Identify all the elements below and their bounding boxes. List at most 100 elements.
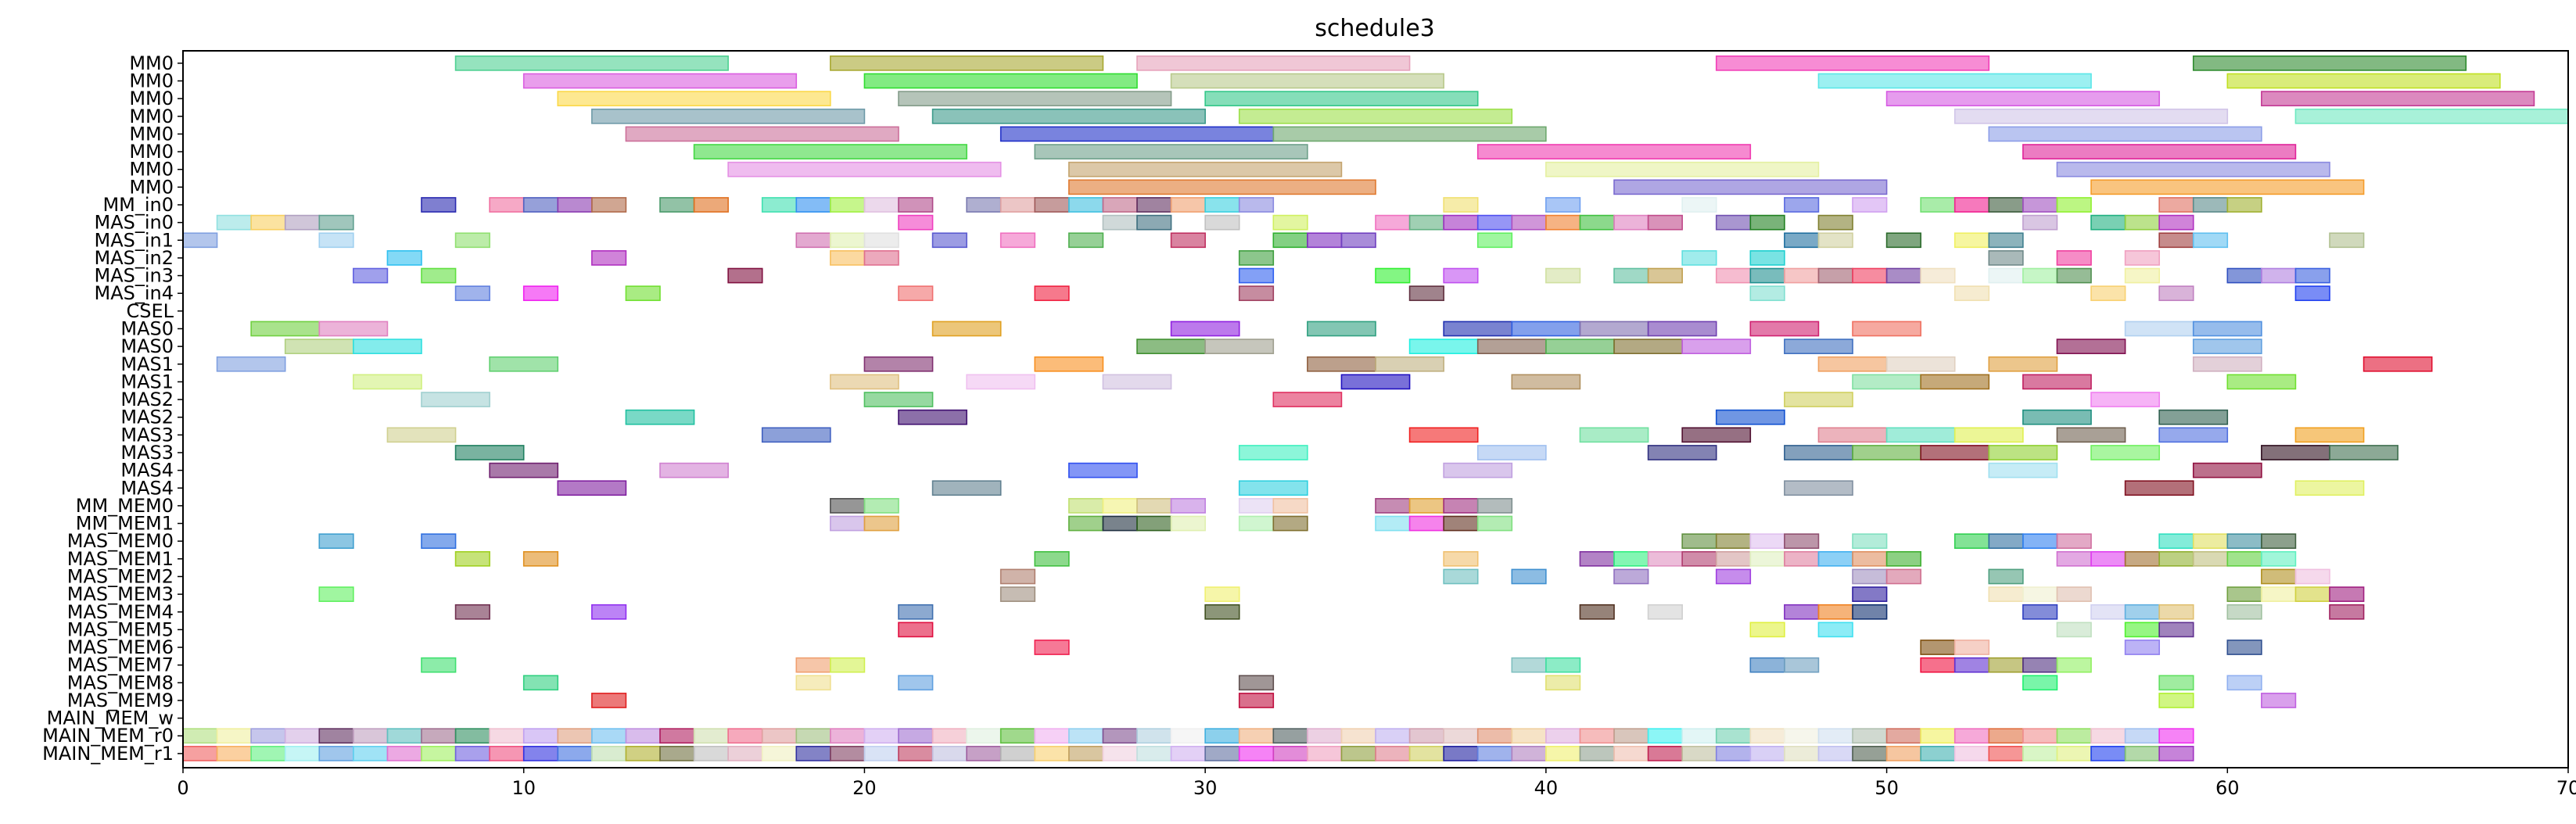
y-tick-label: MAS4 <box>120 477 174 499</box>
task-bar <box>898 728 934 744</box>
task-bar <box>1920 197 1956 213</box>
task-bar <box>1068 462 1138 478</box>
task-bar <box>386 728 422 744</box>
task-bar <box>1954 232 1990 249</box>
task-bar <box>1272 728 1308 744</box>
y-tick-label: MAS_MEM2 <box>67 565 174 587</box>
task-bar <box>1511 214 1547 231</box>
task-bar <box>1988 746 2024 761</box>
task-bar <box>1170 232 1206 249</box>
task-bar <box>761 427 831 443</box>
task-bar <box>1852 267 1888 284</box>
y-tick-label: MM0 <box>129 52 174 74</box>
task-bar <box>421 746 457 761</box>
task-bar <box>2294 480 2365 496</box>
task-bar <box>1204 586 1240 602</box>
task-bar <box>795 675 831 691</box>
task-bar <box>1545 728 1581 744</box>
task-bar <box>693 728 729 744</box>
task-bar <box>1954 728 1990 744</box>
task-bar <box>1715 568 1752 585</box>
task-bar <box>1511 657 1547 673</box>
task-bar <box>2226 197 2262 213</box>
y-tick-label: MAS_in4 <box>94 282 174 304</box>
task-bar <box>1034 746 1070 761</box>
task-bar <box>898 197 934 213</box>
task-bar <box>2329 232 2365 249</box>
task-bar <box>591 250 627 266</box>
task-bar <box>1375 728 1411 744</box>
task-bar <box>2261 445 2330 460</box>
task-bar <box>1647 604 1683 620</box>
task-bar <box>1238 728 1275 744</box>
task-bar <box>1784 267 1820 284</box>
task-bar <box>1817 232 1853 249</box>
task-bar <box>1408 214 1444 231</box>
y-tick-label: MM0 <box>129 176 174 198</box>
task-bar <box>898 214 934 231</box>
task-bar <box>1681 746 1717 761</box>
task-bar <box>2294 267 2330 284</box>
task-bar <box>1545 746 1581 761</box>
task-bar <box>2090 604 2126 620</box>
task-bars <box>182 55 2569 761</box>
task-bar <box>1852 321 1921 337</box>
task-bar <box>216 356 286 372</box>
task-bar <box>1034 285 1070 302</box>
task-bar <box>1647 550 1683 567</box>
task-bar <box>795 232 831 249</box>
y-tick-label: MAS_in3 <box>94 265 174 287</box>
y-tick-label: MM0 <box>129 159 174 181</box>
task-bar <box>250 214 286 231</box>
task-bar <box>863 498 899 514</box>
task-bar <box>1170 197 1206 213</box>
task-bar <box>386 427 457 443</box>
task-bar <box>2192 550 2229 567</box>
task-bar <box>1817 622 1853 638</box>
task-bar <box>1885 550 1921 567</box>
task-bar <box>1545 675 1581 691</box>
y-tick-label: MAS1 <box>120 353 174 375</box>
task-bar <box>1034 197 1070 213</box>
task-bar <box>1443 462 1513 478</box>
task-bar <box>1476 728 1513 744</box>
task-bar <box>284 214 321 231</box>
task-bar <box>1136 746 1172 761</box>
task-bar <box>1238 693 1275 708</box>
task-bar <box>795 746 831 761</box>
task-bar <box>1170 321 1240 337</box>
task-bar <box>999 568 1036 585</box>
x-tick-label: 60 <box>2215 777 2240 799</box>
task-bar <box>1920 746 1956 761</box>
task-bar <box>795 657 831 673</box>
task-bar <box>1715 267 1752 284</box>
task-bar <box>2124 728 2160 744</box>
task-bar <box>1647 728 1683 744</box>
task-bar <box>1170 728 1206 744</box>
task-bar <box>830 746 866 761</box>
task-bar <box>1204 339 1275 354</box>
task-bar <box>1784 197 1820 213</box>
task-bar <box>1102 728 1138 744</box>
task-bar <box>1238 480 1308 496</box>
task-bar <box>1375 214 1411 231</box>
task-bar <box>931 108 1206 124</box>
task-bar <box>1068 728 1104 744</box>
task-bar <box>659 728 695 744</box>
task-bar <box>2124 746 2160 761</box>
task-bar <box>1885 728 1921 744</box>
task-bar <box>2158 550 2194 567</box>
task-bar <box>2329 445 2398 460</box>
task-bar <box>1136 728 1172 744</box>
task-bar <box>1715 746 1752 761</box>
task-bar <box>863 197 899 213</box>
task-bar <box>1579 321 1649 337</box>
y-axis-labels: MM0MM0MM0MM0MM0MM0MM0MM0MM_in0MAS_in0MAS… <box>42 52 183 765</box>
task-bar <box>625 728 661 744</box>
task-bar <box>830 657 866 673</box>
task-bar <box>216 214 252 231</box>
task-bar <box>1443 321 1513 337</box>
task-bar <box>557 728 593 744</box>
task-bar <box>421 657 457 673</box>
task-bar <box>1204 91 1479 106</box>
